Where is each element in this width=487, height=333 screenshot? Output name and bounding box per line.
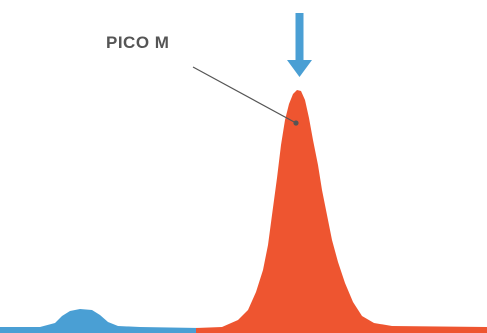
leader-line [192, 66, 297, 124]
down-arrow-icon [287, 13, 312, 77]
minor-peak-area [0, 309, 200, 333]
major-peak-area [196, 90, 487, 333]
peak-label: PICO M [106, 33, 169, 52]
leader-line-dot [293, 120, 299, 126]
